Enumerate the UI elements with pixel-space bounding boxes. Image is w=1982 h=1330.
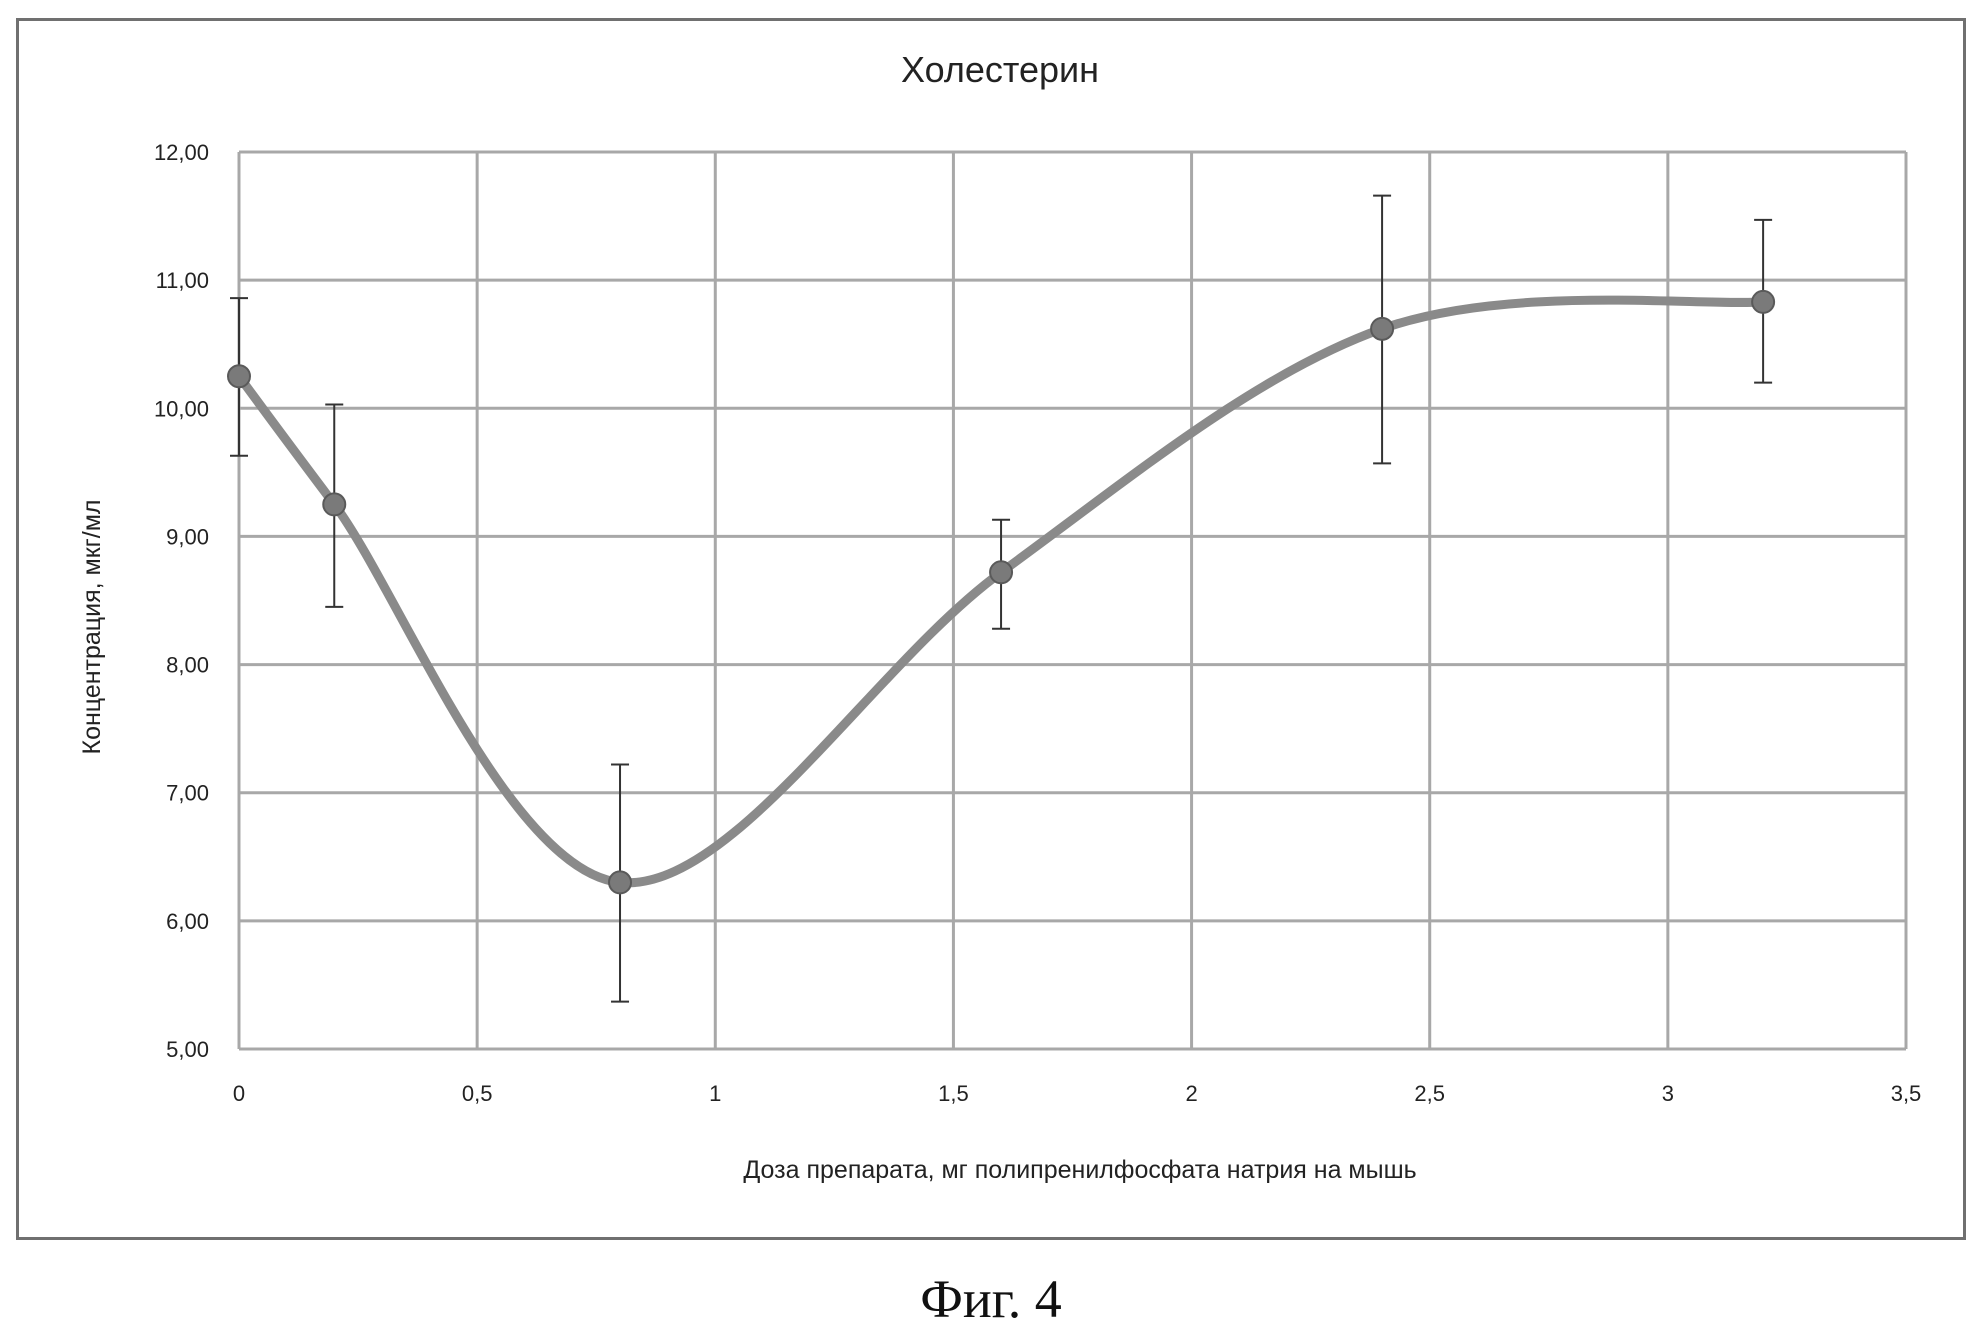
y-tick-label: 8,00 — [166, 653, 209, 678]
y-tick-label: 9,00 — [166, 524, 209, 549]
y-tick-label: 6,00 — [166, 909, 209, 934]
error-bars — [230, 194, 1773, 1003]
y-tick-label: 12,00 — [154, 140, 209, 165]
data-point — [608, 870, 633, 895]
cholesterol-chart: Холестерин 5,00 6,00 7,00 8,00 9,00 10,00 11,0… — [78, 49, 1921, 1184]
x-tick-label: 0,5 — [462, 1081, 493, 1106]
data-point — [1751, 289, 1776, 314]
x-tick-label: 2,5 — [1414, 1081, 1445, 1106]
chart-title: Холестерин — [901, 49, 1099, 90]
series-line — [234, 295, 1768, 888]
chart-frame — [16, 18, 1966, 1240]
y-axis-label: Концентрация, мкг/мл — [78, 500, 106, 755]
x-tick-label: 2 — [1185, 1081, 1197, 1106]
x-axis-label: Доза препарата, мг полипренилфосфата нат… — [743, 1156, 1416, 1184]
x-tick-label: 0 — [233, 1081, 245, 1106]
y-tick-label: 11,00 — [156, 268, 209, 293]
data-point — [1370, 316, 1395, 341]
grid — [237, 150, 1908, 1051]
x-tick-label: 3 — [1662, 1081, 1674, 1106]
figure-caption: Фиг. 4 — [920, 1269, 1062, 1329]
y-tick-label: 10,00 — [154, 396, 209, 421]
data-point — [227, 364, 251, 389]
data-points — [227, 289, 1776, 895]
y-tick-label: 7,00 — [166, 781, 209, 806]
x-tick-label: 1 — [709, 1081, 721, 1106]
x-tick-label: 1,5 — [938, 1081, 969, 1106]
x-tick-label: 3,5 — [1891, 1081, 1922, 1106]
data-point — [322, 492, 347, 517]
tick-labels: 5,00 6,00 7,00 8,00 9,00 10,00 11,00 12,00 0 0,5 1… — [154, 140, 1921, 1106]
data-point — [989, 560, 1014, 585]
y-tick-label: 5,00 — [166, 1037, 209, 1062]
